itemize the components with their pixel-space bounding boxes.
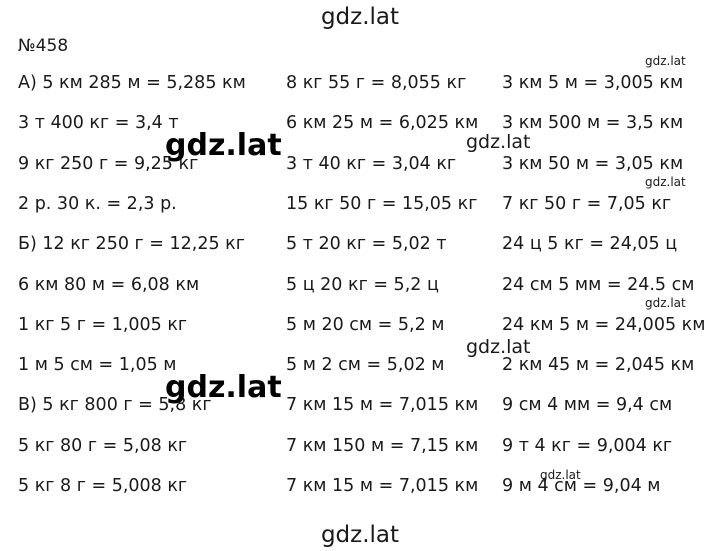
answer-cell: 5 м 20 см = 5,2 м	[286, 314, 445, 335]
watermark: gdz.lat	[165, 128, 282, 163]
watermark: gdz.lat	[645, 175, 686, 189]
answer-cell: 2 км 45 м = 2,045 км	[502, 355, 695, 376]
answer-cell: 3 км 500 м = 3,5 км	[502, 113, 684, 134]
answer-cell: Б) 12 кг 250 г = 12,25 кг	[18, 234, 245, 255]
answer-cell: А) 5 км 285 м = 5,285 км	[18, 73, 246, 93]
answer-cell: 1 кг 5 г = 1,005 кг	[18, 314, 188, 335]
answer-cell: 9 м 4 см = 9,04 м	[502, 476, 661, 496]
answer-cell: 5 ц 20 кг = 5,2 ц	[286, 274, 439, 295]
answer-cell: В) 5 кг 800 г = 5,8 кг	[18, 395, 212, 416]
watermark: gdz.lat	[645, 296, 686, 310]
answer-cell: 6 км 25 м = 6,025 км	[286, 113, 479, 134]
answer-cell: 7 км 15 м = 7,015 км	[286, 476, 479, 496]
answer-cell: 7 кг 50 г = 7,05 кг	[502, 193, 672, 214]
watermark: gdz.lat	[466, 336, 531, 358]
answer-cell: 5 кг 80 г = 5,08 кг	[18, 435, 188, 456]
answer-cell: 24 см 5 мм = 24.5 см	[502, 274, 695, 295]
site-header: gdz.lat	[320, 4, 400, 30]
answer-cell: 2 р. 30 к. = 2,3 р.	[18, 193, 177, 214]
answer-cell: 5 кг 8 г = 5,008 кг	[18, 476, 188, 496]
exercise-number: №458	[18, 36, 69, 56]
answer-cell: 9 см 4 мм = 9,4 см	[502, 395, 673, 416]
answer-cell: 5 т 20 кг = 5,02 т	[286, 234, 447, 255]
answer-cell: 6 км 80 м = 6,08 км	[18, 274, 200, 295]
answer-cell: 8 кг 55 г = 8,055 кг	[286, 73, 467, 93]
watermark: gdz.lat	[645, 54, 686, 68]
site-footer: gdz.lat	[320, 522, 400, 548]
answer-cell: 5 м 2 см = 5,02 м	[286, 355, 445, 376]
answer-cell: 1 м 5 см = 1,05 м	[18, 355, 177, 376]
answer-cell: 9 т 4 кг = 9,004 кг	[502, 435, 673, 456]
answer-cell: 3 т 400 кг = 3,4 т	[18, 113, 179, 134]
answer-cell: 15 кг 50 г = 15,05 кг	[286, 193, 478, 214]
answer-cell: 3 км 5 м = 3,005 км	[502, 73, 684, 93]
answer-cell: 7 км 150 м = 7,15 км	[286, 435, 479, 456]
answer-cell: 3 т 40 кг = 3,04 кг	[286, 153, 457, 174]
watermark: gdz.lat	[165, 370, 282, 405]
answer-cell: 3 км 50 м = 3,05 км	[502, 153, 684, 174]
answer-cell: 7 км 15 м = 7,015 км	[286, 395, 479, 416]
answer-cell: 24 ц 5 кг = 24,05 ц	[502, 234, 678, 255]
answer-cell: 24 км 5 м = 24,005 км	[502, 314, 706, 335]
watermark: gdz.lat	[540, 468, 581, 482]
answer-cell: 9 кг 250 г = 9,25 кг	[18, 153, 199, 174]
watermark: gdz.lat	[466, 131, 531, 153]
